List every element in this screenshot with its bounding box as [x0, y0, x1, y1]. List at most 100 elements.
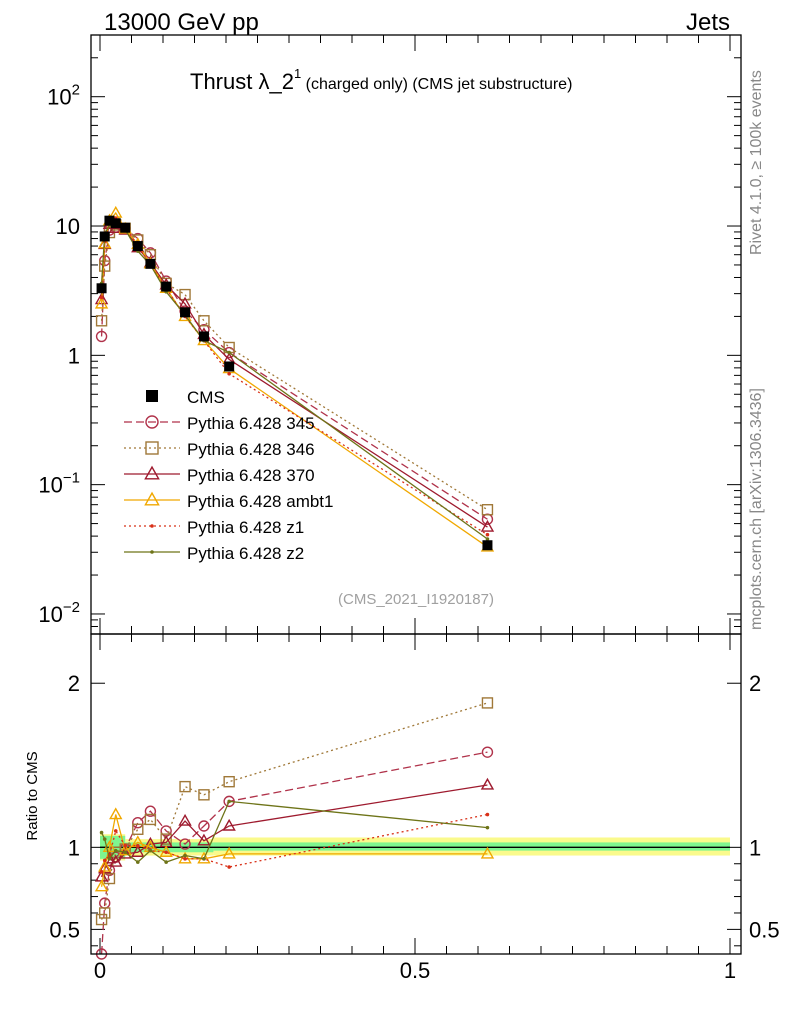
point-z2 [123, 850, 127, 855]
series-line-z1 [100, 217, 488, 536]
ratio-plot-frame [90, 633, 742, 955]
x-tick-label: 0 [94, 958, 106, 983]
point-z1 [164, 850, 168, 855]
legend-marker-p346 [145, 441, 159, 455]
point-p370 [118, 846, 132, 859]
legend-marker-p370 [144, 465, 160, 480]
point-cms [104, 215, 115, 226]
point-p346 [95, 913, 108, 926]
point-ambt1 [94, 296, 109, 309]
series-line-p346 [100, 224, 488, 511]
point-p346 [99, 907, 111, 919]
point-z1 [183, 857, 187, 861]
legend-marker-z2 [150, 550, 154, 554]
point-p370 [480, 519, 495, 532]
point-ambt1 [222, 846, 236, 859]
point-p345 [144, 805, 157, 817]
ratio-y-tick-label: 1 [68, 835, 80, 860]
y-tick-label: 102 [47, 82, 80, 110]
point-ambt1 [94, 879, 109, 892]
legend-marker-cms [146, 390, 158, 402]
y-tick-label: 10−2 [38, 599, 80, 627]
point-p345 [179, 838, 191, 850]
ratio-y-tick-label-right: 2 [749, 671, 761, 696]
point-p370 [197, 833, 211, 846]
point-z2 [485, 825, 490, 830]
point-z1 [99, 870, 104, 874]
point-p346 [198, 789, 210, 801]
point-p370 [178, 813, 192, 826]
point-p345 [95, 330, 108, 343]
legend-label-p346: Pythia 6.428 346 [187, 440, 315, 459]
point-z2 [107, 857, 112, 861]
point-z1 [123, 843, 127, 848]
ratio-y-tick-label-right: 0.5 [749, 917, 780, 942]
point-p370 [143, 836, 158, 849]
legend-label-p370: Pythia 6.428 370 [187, 466, 315, 485]
point-ambt1 [118, 843, 132, 856]
plot-title: Thrust λ_21 (charged only) (CMS jet subs… [190, 66, 572, 94]
point-p370 [480, 777, 495, 790]
point-z1 [99, 295, 104, 300]
y-tick-label: 10 [56, 214, 80, 239]
point-z1 [227, 865, 231, 869]
legend-label-z2: Pythia 6.428 z2 [187, 544, 304, 563]
point-ambt1 [480, 846, 495, 859]
point-cms [99, 231, 110, 242]
point-z2 [148, 848, 153, 853]
point-p346 [481, 697, 494, 709]
point-z2 [227, 350, 231, 355]
point-z2 [227, 799, 231, 804]
series-line-p346 [100, 702, 488, 920]
point-cms [224, 361, 235, 372]
point-p370 [131, 845, 145, 857]
point-z2 [485, 537, 490, 541]
point-cms [132, 241, 143, 252]
point-z2 [113, 848, 118, 853]
point-z1 [485, 812, 490, 817]
point-cms [110, 218, 121, 229]
y-tick-label: 1 [68, 343, 80, 368]
point-p346 [198, 315, 210, 327]
point-p345 [481, 746, 494, 758]
point-ambt1 [98, 859, 112, 872]
analysis-id: (CMS_2021_I1920187) [338, 591, 494, 608]
ratio-y-tick-label: 2 [68, 671, 80, 696]
point-ambt1 [109, 807, 123, 820]
x-tick-label: 1 [724, 958, 736, 983]
legend-label-p345: Pythia 6.428 345 [187, 414, 315, 433]
legend-marker-p345 [145, 415, 159, 429]
point-z1 [136, 843, 140, 848]
ratio-y-tick-label-right: 1 [749, 835, 761, 860]
point-p346 [481, 504, 494, 516]
legend-label-z1: Pythia 6.428 z1 [187, 518, 304, 537]
ratio-y-axis-label: Ratio to CMS [24, 751, 41, 840]
legend-marker-ambt1 [144, 491, 160, 506]
point-ambt1 [98, 236, 112, 249]
point-p346 [103, 872, 116, 885]
x-tick-label: 0.5 [400, 958, 431, 983]
point-cms [161, 281, 172, 292]
point-p346 [99, 260, 111, 272]
point-p346 [95, 315, 108, 327]
legend-marker-z1 [150, 524, 154, 528]
point-cms [180, 307, 191, 318]
point-p370 [98, 861, 112, 874]
series-line-ambt1 [100, 814, 488, 887]
point-z2 [99, 830, 104, 835]
point-p345 [198, 820, 210, 832]
point-p346 [160, 833, 172, 845]
point-cms [145, 258, 156, 269]
point-cms [482, 540, 493, 551]
y-tick-label: 10−1 [38, 470, 80, 498]
point-p346 [179, 288, 191, 301]
point-z1 [113, 829, 118, 833]
series-line-z1 [100, 813, 488, 873]
jets-label: Jets [686, 9, 730, 36]
point-cms [198, 331, 209, 342]
point-z2 [136, 860, 140, 864]
ratio-band-inner [213, 842, 730, 851]
point-p346 [132, 823, 144, 835]
point-p370 [109, 854, 123, 867]
mcplots-label: mcplots.cern.ch [arXiv:1306.3436] [748, 388, 765, 630]
